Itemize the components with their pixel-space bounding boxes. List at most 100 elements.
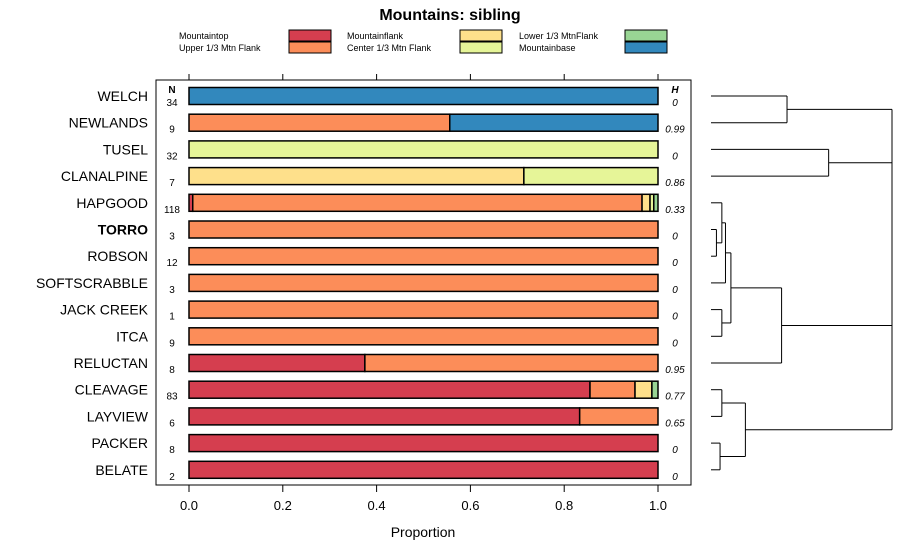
h-header: H	[671, 85, 679, 96]
bar-row: ITCA 9 0	[116, 327, 678, 349]
sample-size-label: 1	[169, 312, 175, 323]
sample-size-label: 9	[169, 125, 175, 136]
bar-segment	[188, 113, 451, 132]
bar-segment	[449, 113, 659, 132]
bar-segment	[188, 86, 659, 106]
legend-label: Mountainflank	[347, 31, 404, 41]
diversity-label: 0	[672, 312, 678, 323]
bar-segment	[641, 193, 651, 213]
sample-size-label: 8	[169, 445, 175, 456]
bar-segment	[188, 353, 366, 373]
bar-row: HAPGOOD 118 0.33	[76, 193, 685, 216]
bar-row: CLANALPINE 7 0.86	[61, 166, 685, 189]
row-label: SOFTSCRABBLE	[36, 275, 148, 291]
bar-row: WELCH 34 0	[97, 86, 678, 109]
bar-segment	[523, 166, 659, 186]
sample-size-label: 34	[166, 98, 178, 109]
row-label: ITCA	[116, 328, 149, 344]
bar-row: TORRO 3 0	[98, 220, 678, 243]
legend-label: Upper 1/3 Mtn Flank	[179, 43, 261, 53]
diversity-label: 0	[672, 258, 678, 269]
diversity-label: 0	[672, 338, 678, 349]
bar-segment	[188, 407, 581, 426]
x-axis-title: Proportion	[391, 524, 456, 540]
row-label: PACKER	[91, 435, 148, 451]
diversity-label: 0.95	[665, 365, 685, 376]
row-label: HAPGOOD	[76, 195, 148, 211]
plot-frame	[155, 79, 692, 486]
bar-row: CLEAVAGE 83 0.77	[75, 380, 685, 403]
sample-size-label: 2	[169, 472, 175, 483]
legend-swatch	[459, 29, 503, 42]
diversity-label: 0.65	[665, 418, 685, 429]
diversity-label: 0.33	[665, 205, 685, 216]
sample-size-label: 83	[166, 392, 178, 403]
bar-row: TUSEL 32 0	[103, 140, 678, 162]
sample-size-label: 9	[169, 338, 175, 349]
row-label: ROBSON	[87, 248, 148, 264]
legend-swatch	[624, 29, 668, 42]
x-tick-label: 0.8	[555, 498, 573, 513]
diversity-label: 0.77	[665, 392, 685, 403]
bar-segment	[578, 407, 659, 426]
x-tick-label: 1.0	[649, 498, 667, 513]
legend: Mountaintop Upper 1/3 Mtn Flank Mountainfl…	[179, 29, 668, 54]
diversity-label: 0	[672, 285, 678, 296]
bar-segment	[651, 380, 659, 399]
bar-segment	[188, 166, 525, 186]
x-axis: 0.0 0.2 0.4 0.6 0.8 1.0	[180, 74, 667, 513]
sample-size-label: 6	[169, 418, 175, 429]
n-header: N	[168, 85, 175, 96]
bar-row: LAYVIEW 6 0.65	[87, 407, 685, 429]
bar-segment	[192, 193, 643, 213]
row-label: NEWLANDS	[69, 115, 148, 131]
bar-row: BELATE 2 0	[95, 460, 678, 483]
bar-segment	[188, 380, 591, 399]
legend-label: Center 1/3 Mtn Flank	[347, 43, 432, 53]
diversity-label: 0	[672, 98, 678, 109]
legend-swatch	[459, 41, 503, 54]
row-label: CLEAVAGE	[75, 382, 148, 398]
legend-swatch	[288, 29, 332, 42]
bar-segment	[188, 327, 659, 346]
legend-label: Lower 1/3 MtnFlank	[519, 31, 599, 41]
bar-segment	[653, 193, 659, 213]
diversity-label: 0	[672, 232, 678, 243]
sample-size-label: 118	[164, 205, 180, 216]
legend-swatch	[624, 41, 668, 54]
bar-segment	[188, 460, 659, 480]
sample-size-label: 8	[169, 365, 175, 376]
bar-segment	[188, 300, 659, 319]
sample-size-label: 7	[169, 178, 175, 189]
legend-swatch	[288, 41, 332, 54]
row-label: TORRO	[98, 222, 148, 238]
row-label: JACK CREEK	[60, 302, 149, 318]
chart-title: Mountains: sibling	[379, 7, 520, 24]
diversity-label: 0.99	[665, 125, 685, 136]
bar-row: ROBSON 12 0	[87, 246, 678, 269]
legend-label: Mountainbase	[519, 43, 576, 53]
row-label: WELCH	[97, 88, 148, 104]
bar-row: PACKER 8 0	[91, 433, 678, 456]
bar-segment	[364, 353, 659, 373]
x-tick-label: 0.2	[274, 498, 292, 513]
x-tick-label: 0.6	[461, 498, 479, 513]
bar-row: NEWLANDS 9 0.99	[69, 113, 685, 136]
diversity-label: 0	[672, 151, 678, 162]
bar-segment	[188, 246, 659, 266]
bar-segment	[188, 140, 659, 159]
bar-row: RELUCTAN 8 0.95	[74, 353, 685, 376]
bar-segment	[188, 273, 659, 293]
row-label: TUSEL	[103, 141, 148, 157]
row-label: BELATE	[95, 462, 148, 478]
sample-size-label: 32	[166, 151, 178, 162]
diversity-label: 0	[672, 472, 678, 483]
row-label: CLANALPINE	[61, 168, 148, 184]
row-label: RELUCTAN	[74, 355, 148, 371]
legend-label: Mountaintop	[179, 31, 229, 41]
bar-segment	[589, 380, 636, 399]
x-tick-label: 0.4	[368, 498, 386, 513]
sample-size-label: 3	[169, 232, 175, 243]
